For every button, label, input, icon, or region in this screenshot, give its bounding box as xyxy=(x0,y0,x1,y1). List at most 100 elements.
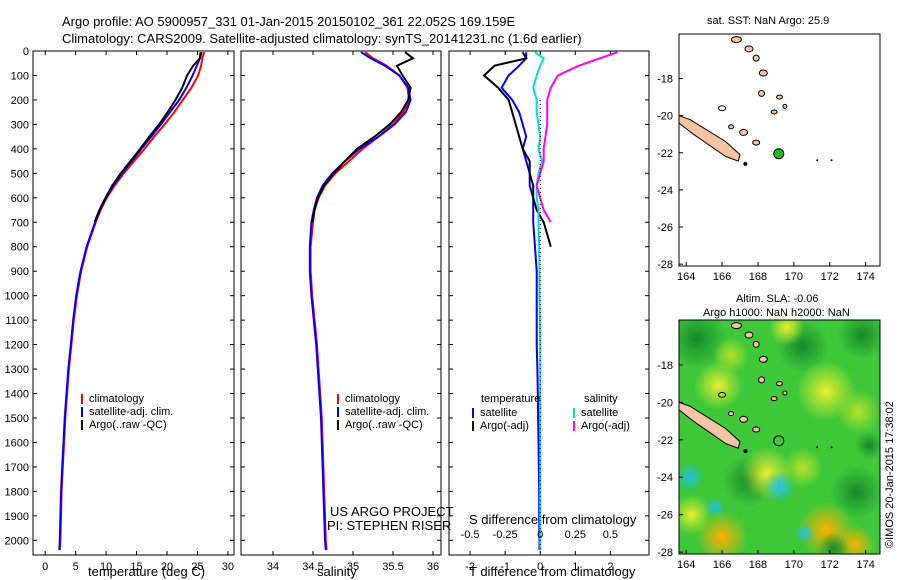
temperature-legend-label: Argo(..raw -QC) xyxy=(89,419,167,431)
salinity-xtick-label: 35.5 xyxy=(382,561,403,573)
sst-island-vanuatu xyxy=(730,36,742,44)
sla-anomaly-blob xyxy=(838,320,880,359)
diff-sal-legend-label: satellite xyxy=(581,407,618,419)
difference-xtick-label: 1 xyxy=(572,561,578,573)
sst-map-panel: 164 166 168 170 172 174 -18 -20 -22 -24 -26 -28 xyxy=(657,33,881,283)
depth-tick-label: 300 xyxy=(11,119,29,131)
sst-ytick-label: -20 xyxy=(657,111,673,123)
difference-series-line xyxy=(500,52,541,551)
temperature-xtick-label: 5 xyxy=(73,561,79,573)
depth-tick-label: 0 xyxy=(23,46,29,58)
temperature-xtick-label: 0 xyxy=(42,561,48,573)
sla-map-title: Altim. SLA: -0.06 xyxy=(736,293,819,305)
figure-title-line1: Argo profile: AO 5900957_331 01-Jan-2015… xyxy=(62,14,516,29)
sla-island-vanuatu xyxy=(758,355,768,363)
depth-tick-label: 800 xyxy=(11,242,29,254)
depth-tick-label: 1600 xyxy=(5,437,29,449)
sst-island-vanuatu xyxy=(758,89,766,97)
salinity-xtick-label: 36 xyxy=(427,561,439,573)
sst-xtick-label: 174 xyxy=(856,271,874,283)
temperature-legend-label: climatology xyxy=(89,393,145,405)
sst-island-vanuatu xyxy=(758,69,768,77)
sla-island-vanuatu xyxy=(776,381,783,387)
sst-islet xyxy=(816,159,819,162)
sst-island-vanuatu xyxy=(770,109,778,115)
salinity-diff-tick-label: 0 xyxy=(537,529,543,541)
difference-frame xyxy=(448,50,650,556)
sst-island-vanuatu xyxy=(752,54,760,62)
temperature-xtick-label: 15 xyxy=(130,561,142,573)
difference-x2label: S difference from climatology xyxy=(469,512,637,527)
salinity-series-line xyxy=(311,51,415,223)
difference-xtick-label: -2 xyxy=(465,561,475,573)
sla-ytick-label: -20 xyxy=(657,397,673,409)
salinity-legend-label: climatology xyxy=(345,393,401,405)
temperature-frame xyxy=(32,50,235,556)
project-annotation-line2: PI: STEPHEN RISER xyxy=(327,518,451,533)
float-position-marker xyxy=(773,148,785,160)
depth-tick-label: 1900 xyxy=(5,511,29,523)
depth-tick-label: 1200 xyxy=(5,340,29,352)
difference-series-line xyxy=(532,51,545,551)
sla-map-subtitle: Argo h1000: NaN h2000: NaN xyxy=(703,307,850,319)
sla-ytick-label: -28 xyxy=(657,547,673,559)
depth-tick-label: 900 xyxy=(11,266,29,278)
difference-xtick-label: 2 xyxy=(607,561,613,573)
temperature-series-line xyxy=(93,52,202,223)
sst-xtick-label: 172 xyxy=(821,271,839,283)
sla-island-vanuatu xyxy=(730,322,742,330)
sst-map-title: sat. SST: NaN Argo: 25.9 xyxy=(707,15,829,27)
depth-tick-label: 100 xyxy=(11,70,29,82)
sla-island-ouvea xyxy=(728,411,735,417)
difference-series-line xyxy=(482,51,552,247)
salinity-diff-tick-label: 0.5 xyxy=(603,529,618,541)
temperature-xtick-label: 30 xyxy=(222,561,234,573)
sla-xtick-label: 164 xyxy=(677,559,695,571)
sst-island-mare xyxy=(752,139,761,146)
depth-tick-label: 700 xyxy=(11,217,29,229)
sst-ytick-label: -24 xyxy=(657,185,673,197)
sst-xtick-label: 166 xyxy=(713,271,731,283)
sla-xtick-label: 174 xyxy=(856,559,874,571)
sla-anomaly-blob xyxy=(768,320,805,346)
salinity-xtick-label: 34 xyxy=(267,561,279,573)
sla-heatmap xyxy=(679,320,880,554)
sst-island-vanuatu xyxy=(782,103,788,109)
sla-anomaly-blob xyxy=(679,494,712,535)
salinity-xlabel: salinity xyxy=(317,564,357,579)
sla-anomaly-blob xyxy=(704,497,725,518)
sla-ytick-label: -22 xyxy=(657,435,673,447)
depth-tick-label: 1100 xyxy=(5,315,29,327)
sst-ytick-label: -26 xyxy=(657,222,673,234)
sla-island-new-caledonia xyxy=(678,401,741,449)
depth-tick-label: 1800 xyxy=(5,486,29,498)
sla-frame xyxy=(678,319,881,555)
difference-xtick-label: 0 xyxy=(537,561,543,573)
project-annotation-line1: US ARGO PROJECT xyxy=(330,504,454,519)
sst-island-vanuatu xyxy=(776,94,783,100)
salinity-diff-tick-label: -0.25 xyxy=(493,529,518,541)
temperature-panel: 0100200300400500600700800900100011001200… xyxy=(5,46,235,573)
depth-tick-label: 2000 xyxy=(5,535,29,547)
sla-anomaly-blob xyxy=(763,470,796,503)
depth-tick-label: 500 xyxy=(11,168,29,180)
sla-ytick-label: -24 xyxy=(657,472,673,484)
diff-temp-legend-label: satellite xyxy=(480,407,517,419)
sla-anomaly-blob xyxy=(794,523,815,544)
sla-island-mare xyxy=(752,426,761,433)
diff-temp-legend-label: Argo(-adj) xyxy=(480,420,529,432)
sla-anomaly-blob xyxy=(830,466,880,519)
depth-tick-label: 1300 xyxy=(5,364,29,376)
figure-title-line2: Climatology: CARS2009. Satellite-adjuste… xyxy=(62,31,582,46)
depth-tick-label: 1000 xyxy=(5,291,29,303)
sla-reef-ring xyxy=(718,391,727,398)
sla-xtick-label: 170 xyxy=(785,559,803,571)
sst-xtick-label: 170 xyxy=(785,271,803,283)
sst-isle-of-pines xyxy=(743,161,748,166)
salinity-diff-tick-label: -0.5 xyxy=(461,529,480,541)
diff-sal-legend-label: Argo(-adj) xyxy=(581,420,630,432)
sla-islet xyxy=(816,446,819,449)
temperature-xtick-label: 10 xyxy=(100,561,112,573)
sst-ytick-label: -28 xyxy=(657,259,673,271)
salinity-legend-label: Argo(..raw -QC) xyxy=(345,419,423,431)
